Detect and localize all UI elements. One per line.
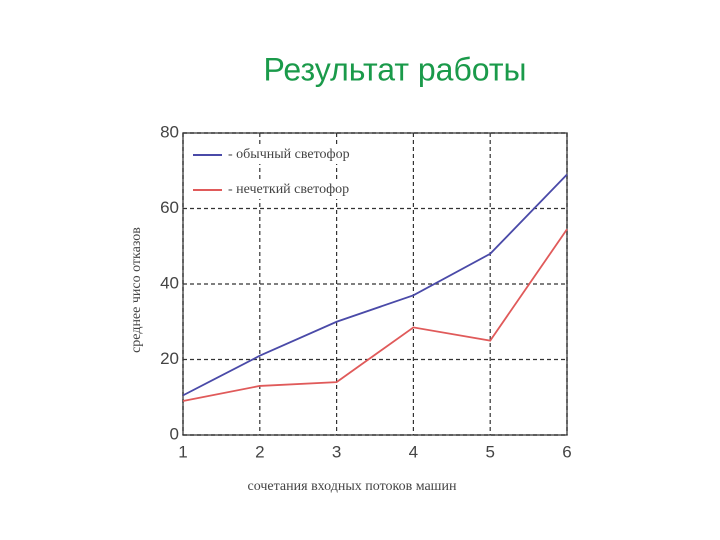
x-tick-label: 3 [332, 442, 341, 461]
slide-title: Результат работы [263, 51, 526, 87]
x-tick-label: 2 [255, 442, 264, 461]
y-axis-label: среднее чисо отказов [129, 227, 144, 353]
x-tick-label: 5 [485, 442, 494, 461]
y-tick-label: 20 [160, 349, 179, 368]
x-tick-label: 4 [409, 442, 418, 461]
legend-bg [226, 181, 386, 199]
y-tick-label: 0 [170, 424, 179, 443]
y-tick-label: 60 [160, 198, 179, 217]
x-tick-label: 1 [178, 442, 187, 461]
series-line [182, 173, 568, 397]
x-axis-label: сочетания входных потоков машин [248, 479, 457, 494]
x-tick-label: 6 [562, 442, 571, 461]
legend-label: - нечеткий светофор [228, 182, 349, 197]
series-line [182, 228, 568, 402]
y-tick-label: 80 [160, 122, 179, 141]
y-tick-label: 40 [160, 273, 179, 292]
legend-bg [226, 146, 386, 164]
legend-label: - обычный светофор [228, 147, 350, 162]
